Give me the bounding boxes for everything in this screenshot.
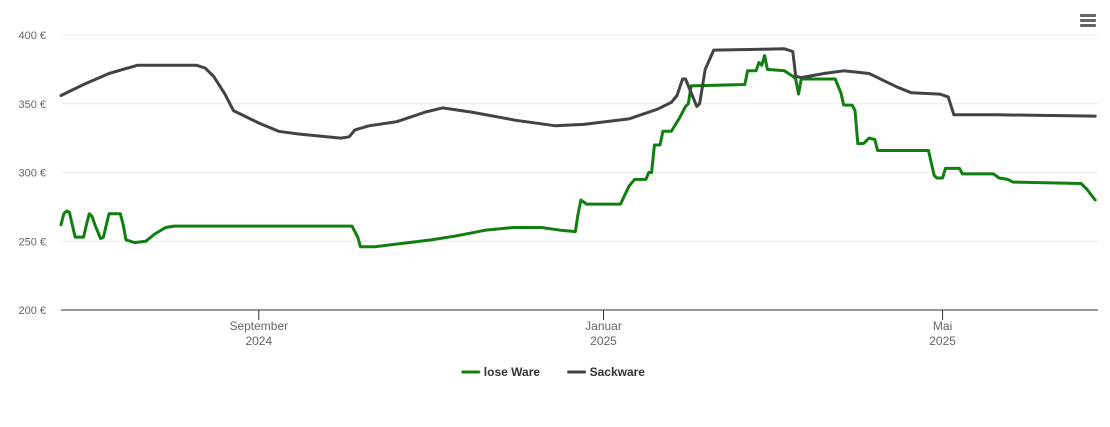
y-tick-label: 350 € (18, 99, 46, 111)
series-lines (59, 47, 1097, 249)
legend-item-lose-ware[interactable]: lose Ware (461, 365, 541, 379)
x-tick-label-month: Januar (585, 319, 622, 333)
x-tick-label-month: September (229, 319, 288, 333)
y-axis-labels: 200 € 250 € 300 € 350 € 400 € (18, 30, 46, 317)
x-tick-label-year: 2025 (929, 334, 956, 348)
y-tick-label: 250 € (18, 236, 46, 248)
y-tick-label: 200 € (18, 305, 46, 317)
legend: lose Ware Sackware (461, 365, 646, 379)
y-tick-label: 400 € (18, 30, 46, 42)
x-tick-label-year: 2024 (245, 334, 272, 348)
chart-menu-button[interactable] (1076, 11, 1100, 31)
legend-label: Sackware (590, 365, 646, 379)
series-line-lose-ware (59, 54, 1097, 249)
x-tick-label-month: Mai (933, 319, 952, 333)
grid-lines (61, 34, 1098, 242)
legend-label: lose Ware (484, 365, 541, 379)
hamburger-menu-icon (1080, 14, 1096, 27)
y-tick-label: 300 € (18, 168, 46, 180)
x-tick-label-year: 2025 (590, 334, 617, 348)
series-line-sackware (59, 47, 1097, 140)
legend-item-sackware[interactable]: Sackware (567, 365, 646, 379)
